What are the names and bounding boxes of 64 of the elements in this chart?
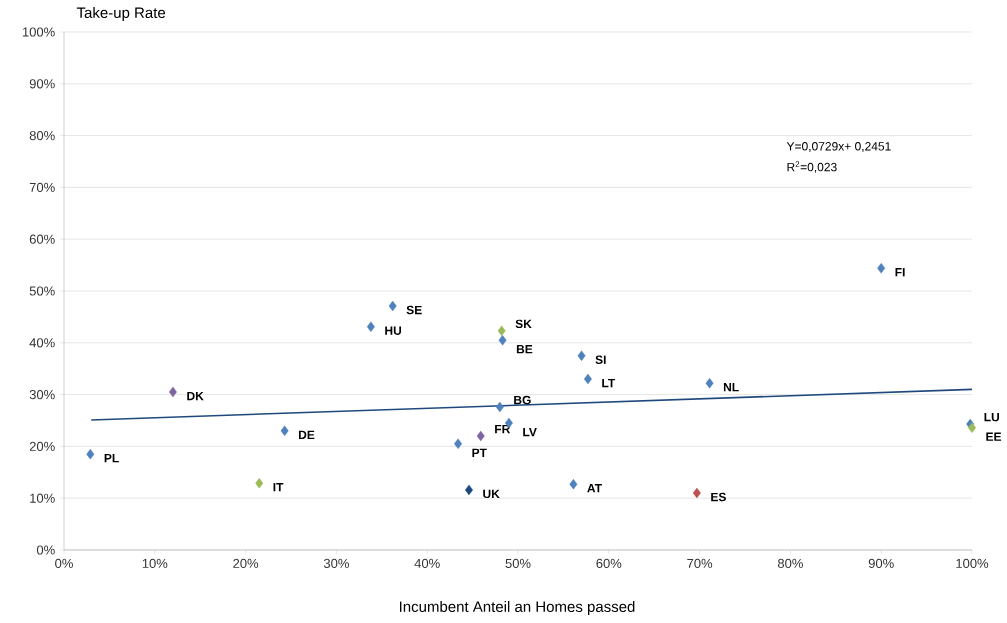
annotation: ES (711, 492, 726, 502)
point (280, 425, 289, 437)
point (476, 430, 485, 442)
annotation: LV (523, 427, 537, 437)
x-axis-title: Incumbent Anteil an Homes passed (399, 600, 635, 615)
annotation: DK (187, 391, 204, 401)
x-tick-label: 70% (687, 558, 713, 568)
annotation: SK (515, 319, 532, 329)
y-tick-label: 20% (29, 441, 55, 451)
x-tick-label: 100% (956, 558, 989, 568)
annotation: SI (595, 355, 606, 364)
x-tick-label: 10% (142, 558, 168, 568)
point (497, 325, 506, 337)
y-tick-label: 70% (29, 182, 55, 192)
y-tick-label: 60% (29, 234, 55, 244)
x-tick-label: 90% (868, 558, 894, 568)
x-tick-label: 80% (777, 558, 803, 568)
point (968, 422, 976, 433)
annotation: PL (104, 454, 119, 463)
y-tick-label: 80% (29, 130, 55, 141)
point (569, 479, 578, 490)
annotation: FR (495, 424, 511, 434)
annotation: BG (514, 395, 531, 405)
annotation: IT (273, 483, 284, 492)
y-tick-label: 40% (29, 338, 55, 348)
point (86, 448, 95, 460)
point (577, 350, 586, 361)
annotation: FI (895, 268, 905, 277)
y-tick-label: 100% (22, 27, 55, 37)
annotation: DE (298, 430, 315, 439)
y-tick-label: 90% (29, 79, 55, 89)
x-tick-label: 20% (233, 558, 259, 568)
y-tick-label: 10% (30, 493, 55, 503)
annotation: PT (472, 448, 487, 457)
point (388, 300, 397, 312)
point (877, 263, 886, 274)
x-tick-label: 50% (505, 558, 531, 568)
x-tick-label: 30% (323, 558, 349, 568)
x-tick-label: 0% (55, 558, 73, 568)
y-tick-label: 0% (36, 545, 55, 555)
annotation: SE (406, 305, 422, 315)
annotation: LT (602, 378, 616, 388)
annotation: AT (587, 484, 602, 493)
annotation: BE (516, 345, 533, 354)
x-tick-label: 60% (596, 558, 622, 568)
annotation: HU (385, 326, 402, 335)
point (454, 438, 463, 449)
point (255, 477, 264, 489)
x-tick-label: 40% (414, 558, 440, 568)
point (495, 401, 504, 413)
annotation: Y=0,0729x+ 0,2451 (786, 142, 891, 152)
y-axis-title: Take-up Rate (76, 7, 166, 21)
annotation: LU (984, 412, 999, 422)
point (692, 487, 701, 499)
annotation: EE (986, 432, 1002, 441)
annotation: R$^{2}$=0,023 (787, 161, 837, 173)
point (583, 373, 592, 385)
y-tick-label: 30% (29, 389, 55, 400)
annotation: UK (483, 489, 500, 499)
y-tick-label: 50% (29, 286, 55, 296)
point (366, 321, 375, 332)
annotation: NL (723, 383, 739, 392)
point (705, 377, 714, 389)
point (498, 335, 507, 346)
